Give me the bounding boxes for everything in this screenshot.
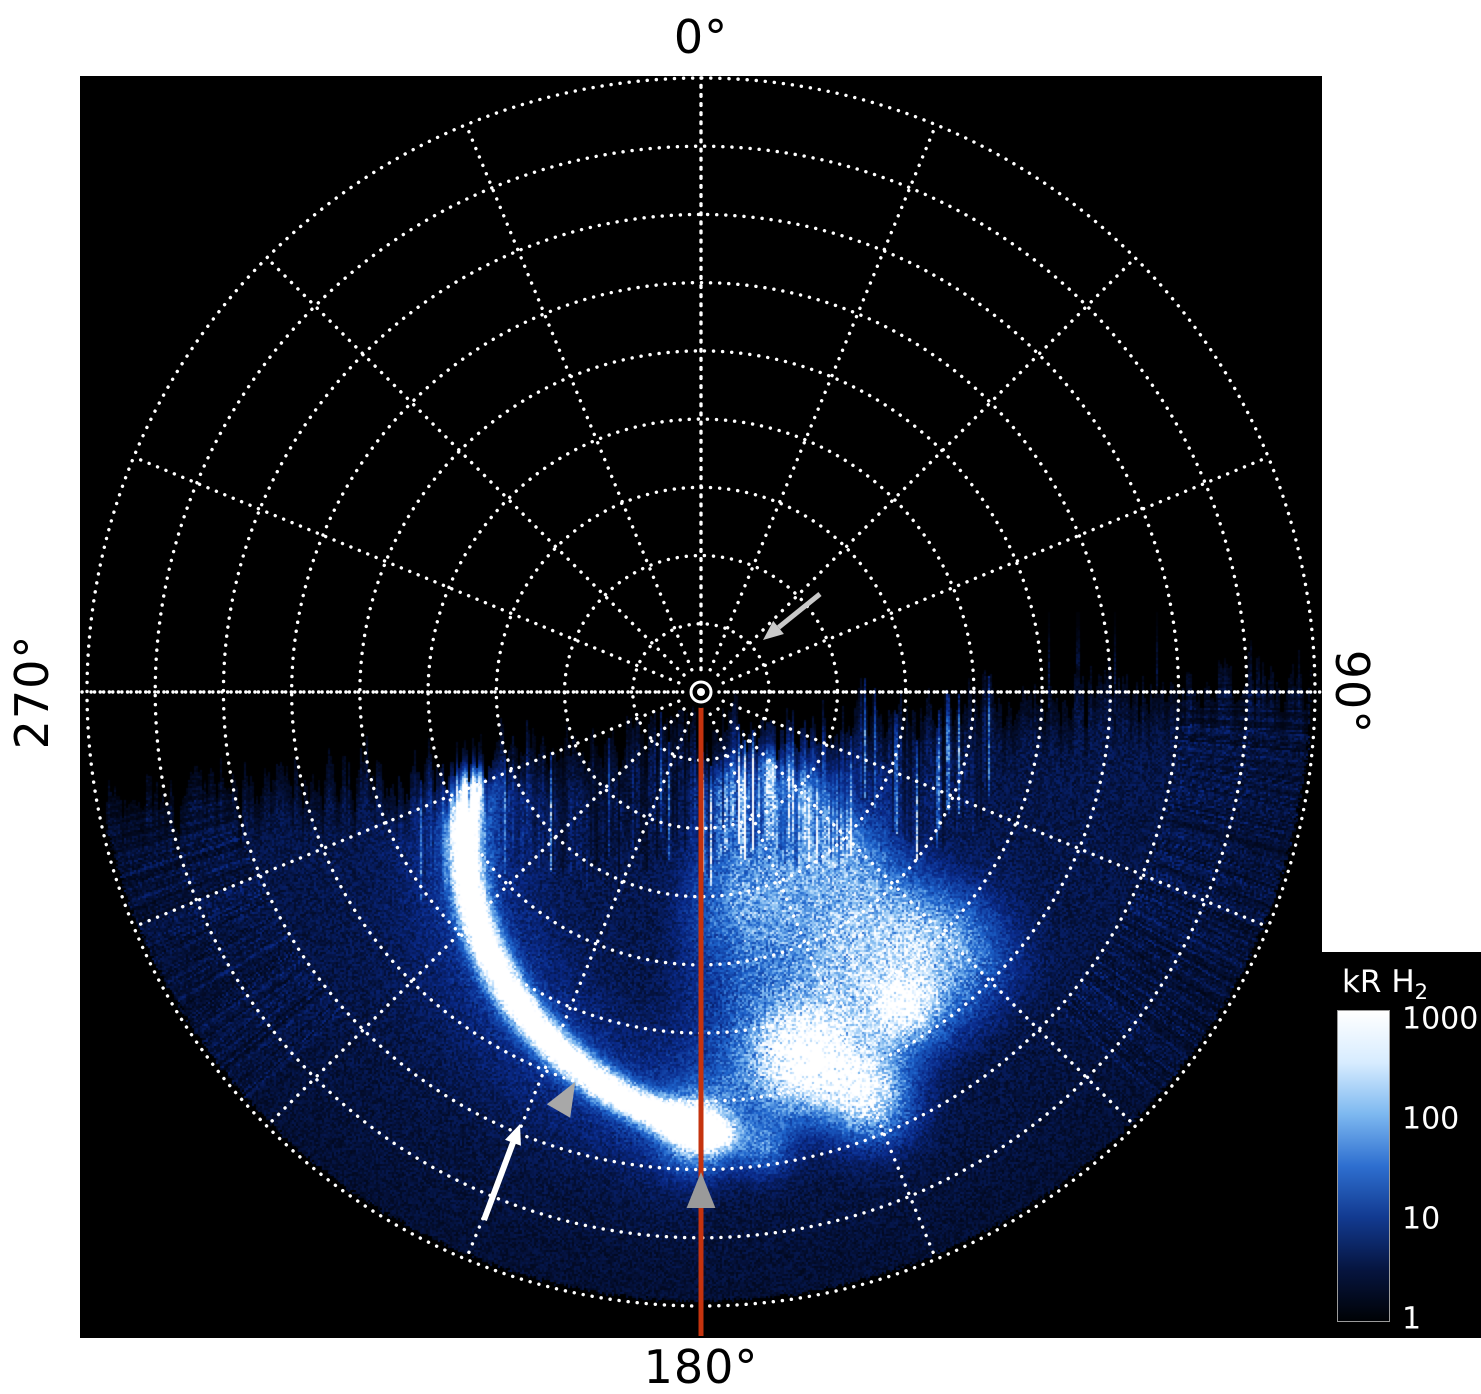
annotation-arrowhead (686, 1172, 716, 1208)
angular-gridline (716, 256, 1137, 677)
pole-marker-dot (697, 688, 705, 696)
angular-gridline (716, 707, 1137, 1128)
angular-gridline (708, 123, 938, 672)
angular-gridline (721, 455, 1270, 685)
colorbar-panel: kR H2 1000 100 10 1 (1322, 952, 1481, 1338)
colorbar-title: kR H2 (1322, 964, 1448, 1004)
angular-gridline (708, 712, 938, 1261)
colorbar-gradient (1337, 1010, 1390, 1322)
angle-label-90: 90° (1325, 649, 1379, 735)
angle-label-270: 270° (5, 634, 59, 750)
pole-marker-ring (689, 680, 713, 704)
angular-gridline (721, 699, 1270, 929)
polar-grid-overlay (80, 76, 1322, 1338)
colorbar-tick-label: 1000 (1402, 1001, 1479, 1037)
angular-gridline (464, 123, 694, 672)
annotation-arrow-head (505, 1124, 521, 1146)
angle-label-180: 180° (643, 1340, 759, 1394)
angular-gridline (265, 256, 686, 677)
annotation-arrowhead (546, 1081, 576, 1118)
plot-area (80, 76, 1322, 1338)
colorbar-tick-label: 10 (1402, 1201, 1441, 1237)
angular-gridline (132, 455, 681, 685)
annotation-arrow-head (763, 620, 784, 640)
colorbar-title-text: kR H (1341, 964, 1415, 1000)
colorbar-tick-label: 1 (1402, 1301, 1422, 1337)
colorbar-tick-label: 100 (1402, 1101, 1460, 1137)
angular-gridline (265, 707, 686, 1128)
angular-gridline (132, 699, 681, 929)
colorbar-tick-labels: 1000 100 10 1 (1402, 1002, 1480, 1337)
colorbar-title-subscript: 2 (1414, 980, 1429, 1005)
annotation-arrow-shaft (481, 1141, 516, 1222)
angle-label-0: 0° (673, 10, 729, 64)
annotation-arrow-shaft (776, 592, 822, 630)
